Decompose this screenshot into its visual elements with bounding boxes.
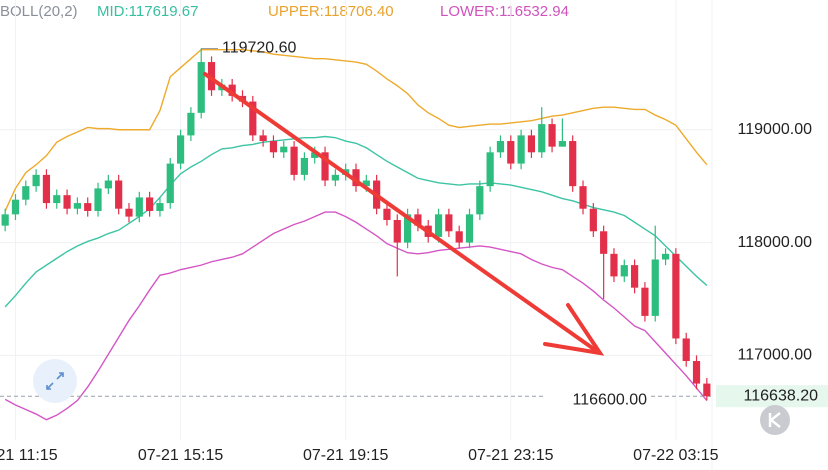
- candle-body: [620, 265, 628, 277]
- candle-body: [94, 188, 102, 211]
- candle-body: [445, 214, 453, 232]
- candle-body: [672, 253, 680, 339]
- candle-body: [115, 180, 123, 209]
- x-tick-label: 07-21 15:15: [138, 447, 224, 464]
- candle-body: [631, 265, 639, 288]
- candle-body: [383, 208, 391, 220]
- logo: [760, 405, 790, 435]
- candle-body: [269, 141, 278, 153]
- candle-body: [517, 135, 525, 164]
- candle-body: [321, 152, 329, 181]
- candle-body: [661, 253, 670, 260]
- expand-icon: [46, 372, 64, 390]
- candle-body: [311, 152, 319, 158]
- boll-upper: UPPER:118706.40: [268, 3, 394, 20]
- candle-body: [610, 253, 618, 277]
- candle-body: [156, 203, 164, 211]
- candle-body: [600, 231, 608, 254]
- boll-lower: LOWER:116532.94: [440, 3, 569, 20]
- candle-body: [125, 208, 133, 217]
- candle-body: [641, 287, 649, 316]
- candle-body: [32, 174, 40, 187]
- candle-body: [548, 124, 556, 147]
- candle-body: [84, 203, 92, 211]
- candle-body: [486, 152, 494, 187]
- candle-body: [249, 101, 257, 136]
- boll-line: [4, 211, 708, 421]
- price-label: 116600.00: [573, 392, 648, 409]
- arrow-shaft: [203, 72, 600, 354]
- candle-body: [496, 141, 505, 153]
- last-price-label: 116638.20: [744, 387, 819, 404]
- boll-line: [4, 48, 708, 212]
- candle-body: [703, 383, 711, 397]
- x-tick-label: 07-22 03:15: [633, 447, 719, 464]
- trend-arrow: [203, 72, 605, 356]
- candle-body: [197, 62, 205, 113]
- candle-body: [414, 214, 422, 226]
- high-label: 119720.60: [222, 40, 297, 57]
- candle-body: [651, 259, 659, 316]
- candle-body: [280, 146, 288, 153]
- y-tick-label: 117000.00: [738, 347, 813, 364]
- candle-body: [207, 62, 216, 91]
- candle-body: [434, 214, 443, 237]
- candle-body: [228, 84, 236, 96]
- candle-body: [63, 195, 71, 209]
- candle-body: [476, 186, 484, 215]
- candle-body: [22, 186, 30, 200]
- x-tick-label: 07-21 19:15: [303, 447, 389, 464]
- candle-body: [362, 180, 370, 187]
- candle-body: [11, 199, 20, 215]
- arrow-head: [543, 303, 605, 356]
- price-label-bg: [545, 390, 649, 411]
- last-price-box: [716, 385, 828, 408]
- candle-body: [589, 208, 597, 232]
- boll-mid: MID:117619.67: [97, 3, 198, 20]
- candle-body: [465, 214, 474, 243]
- expand-button[interactable]: [33, 359, 77, 403]
- candle-body: [527, 135, 536, 153]
- candle-body: [331, 174, 339, 181]
- candle-body: [290, 146, 298, 175]
- candle-body: [187, 112, 195, 136]
- candle-body: [300, 157, 309, 175]
- candle-body: [176, 135, 185, 164]
- x-tick-label: 07-21 11:15: [0, 447, 58, 464]
- candle-body: [455, 231, 463, 243]
- indicator-name: BOLL(20,2): [0, 3, 78, 20]
- y-tick-label: 119000.00: [738, 121, 813, 138]
- candle-body: [538, 124, 546, 153]
- candle-body: [682, 338, 690, 362]
- candle-body: [259, 135, 267, 142]
- logo-bg: [760, 405, 790, 435]
- expand-bg: [33, 359, 77, 403]
- candle-body: [146, 197, 154, 211]
- candle-body: [53, 195, 61, 204]
- candle-body: [135, 197, 143, 217]
- candle-body: [73, 203, 81, 209]
- y-tick-label: 118000.00: [738, 234, 813, 251]
- candle-body: [403, 214, 412, 243]
- candle-body: [352, 169, 360, 187]
- x-tick-label: 07-21 23:15: [468, 447, 554, 464]
- candle-body: [558, 141, 566, 147]
- candle-body: [42, 174, 51, 204]
- boll-line: [4, 135, 708, 308]
- candle-body: [166, 163, 174, 204]
- candle-body: [569, 141, 577, 187]
- candle-body: [393, 220, 401, 243]
- candle-body: [692, 361, 701, 384]
- logo-k: [768, 412, 781, 428]
- candle-body: [104, 180, 112, 189]
- candle-body: [1, 214, 9, 226]
- candle-body: [507, 141, 515, 164]
- candle-body: [579, 186, 587, 209]
